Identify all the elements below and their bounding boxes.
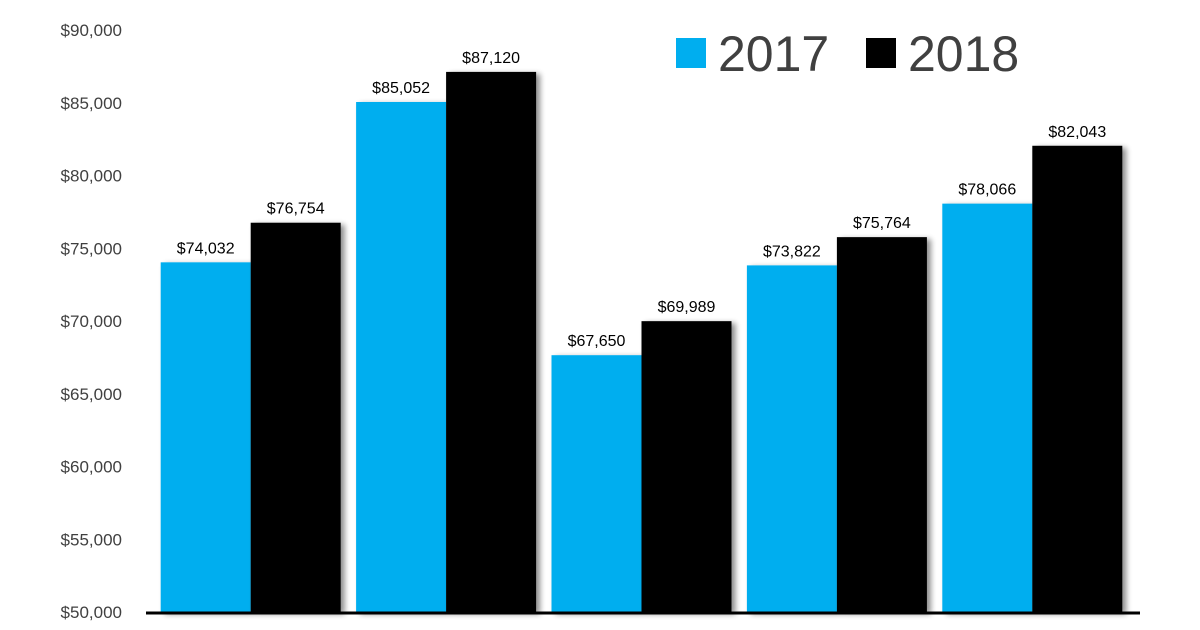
y-tick-label: $90,000 — [61, 21, 122, 40]
data-label: $85,052 — [372, 80, 430, 97]
data-label: $82,043 — [1048, 124, 1106, 141]
data-label: $76,754 — [267, 201, 325, 218]
data-label: $87,120 — [462, 50, 520, 67]
legend-label-2018: 2018 — [908, 26, 1019, 82]
data-label: $78,066 — [958, 182, 1016, 199]
bar-2018-2 — [446, 71, 537, 613]
bars — [160, 71, 1123, 613]
y-tick-label: $70,000 — [61, 312, 122, 331]
bar-2018-1 — [250, 222, 341, 612]
legend: 2017 2018 — [676, 26, 1019, 82]
y-tick-label: $75,000 — [61, 239, 122, 258]
y-tick-label: $80,000 — [61, 167, 122, 186]
bar-2018-4 — [836, 237, 927, 613]
legend-swatch-2018 — [866, 38, 896, 68]
data-label: $67,650 — [568, 333, 626, 350]
bar-2018-5 — [1032, 145, 1123, 612]
data-label: $73,822 — [763, 243, 821, 260]
y-tick-label: $60,000 — [61, 458, 122, 477]
bar-2017-4 — [746, 265, 837, 612]
data-label: $75,764 — [853, 215, 911, 232]
y-tick-label: $65,000 — [61, 385, 122, 404]
bar-2017-3 — [551, 355, 642, 612]
y-axis: $50,000 $55,000 $60,000 $65,000 $70,000 $75,0… — [61, 21, 122, 622]
bar-2017-5 — [942, 203, 1033, 612]
bar-2018-3 — [641, 321, 732, 612]
bar-2017-2 — [356, 101, 447, 612]
legend-label-2017: 2017 — [718, 26, 829, 82]
bar-2017-1 — [160, 262, 251, 612]
y-tick-label: $50,000 — [61, 603, 122, 622]
data-label: $69,989 — [658, 299, 716, 316]
y-tick-label: $85,000 — [61, 94, 122, 113]
data-label: $74,032 — [177, 240, 235, 257]
data-labels: $74,032 $85,052 $67,650 $73,822 $78,066 $76,7… — [177, 50, 1107, 350]
legend-swatch-2017 — [676, 38, 706, 68]
y-tick-label: $55,000 — [61, 530, 122, 549]
